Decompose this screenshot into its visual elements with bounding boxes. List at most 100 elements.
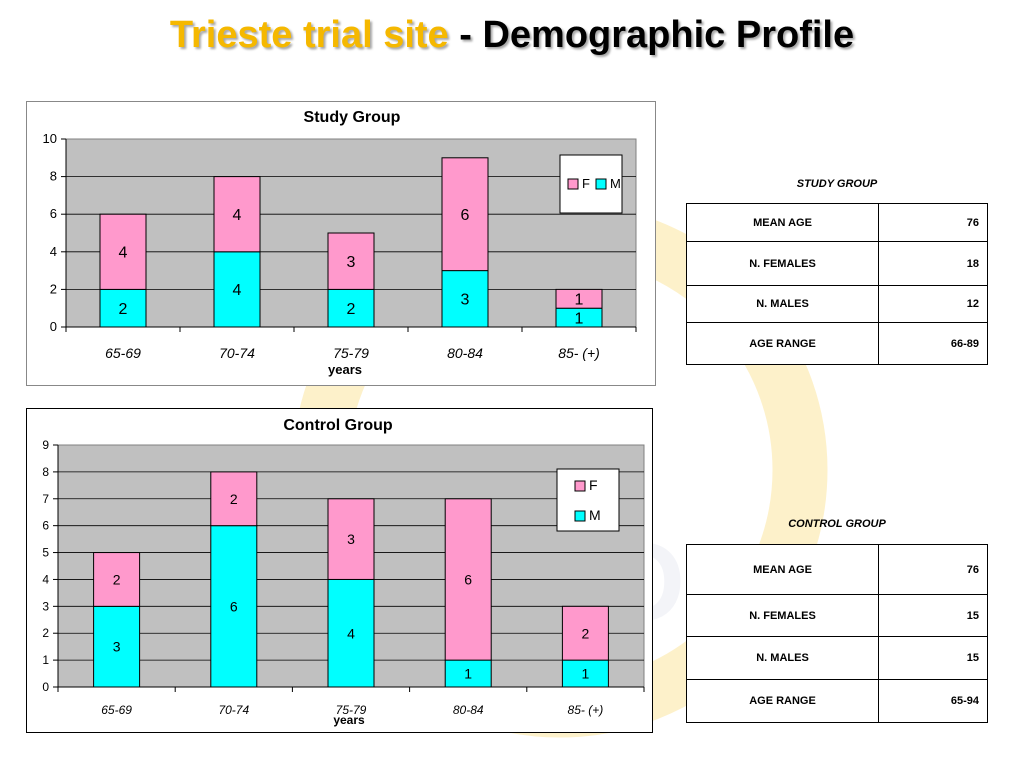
study-table-caption: STUDY GROUP — [796, 178, 878, 190]
data-label: 1 — [575, 292, 584, 309]
y-tick-label: 9 — [42, 438, 49, 452]
bar-m — [561, 659, 609, 688]
data-label: 3 — [113, 639, 121, 655]
title-separator: - — [448, 14, 483, 56]
chart-title: Study Group — [304, 109, 401, 126]
x-tick-label: 80-84 — [447, 345, 483, 361]
bar-m — [441, 270, 489, 328]
stat-value: 66-89 — [878, 322, 988, 365]
data-label: 1 — [464, 666, 472, 682]
bar-f — [561, 605, 609, 661]
data-label: 6 — [230, 598, 238, 614]
study-group-chart-svg: Study Group 0 2 4 6 8 10 2 4 65-69 4 4 70-74 2 3 75-79 3… — [26, 101, 656, 386]
stat-label: N. MALES — [686, 636, 879, 680]
x-tick-label: 65-69 — [101, 703, 132, 717]
y-tick-label: 0 — [50, 319, 57, 334]
bar-f — [555, 288, 603, 309]
x-tick-label: 70-74 — [219, 345, 255, 361]
stat-label: MEAN AGE — [686, 203, 879, 242]
study-stats-table: MEAN AGE 76 N. FEMALES 18 N. MALES 12 AG… — [686, 203, 988, 365]
data-label: 3 — [347, 531, 355, 547]
data-label: 4 — [233, 207, 242, 224]
stat-value: 15 — [878, 594, 988, 637]
legend-label: M — [589, 507, 601, 523]
stat-label: MEAN AGE — [686, 544, 879, 595]
x-tick-label: 75-79 — [333, 345, 369, 361]
bar-f — [327, 498, 375, 580]
legend-swatch-f — [574, 480, 586, 492]
control-stats-table: MEAN AGE 76 N. FEMALES 15 N. MALES 15 AG… — [686, 544, 988, 723]
legend-swatch-m — [595, 178, 607, 190]
table-row: AGE RANGE 65-94 — [686, 679, 988, 723]
legend-label: F — [582, 176, 590, 191]
bar-f — [444, 498, 492, 661]
legend-box — [556, 468, 620, 532]
stat-label: AGE RANGE — [686, 322, 879, 365]
legend-label: M — [610, 176, 621, 191]
bar-m — [93, 605, 141, 688]
stat-value: 12 — [878, 285, 988, 323]
bar-f — [327, 232, 375, 290]
y-tick-label: 3 — [42, 599, 49, 613]
control-table-caption: CONTROL GROUP — [788, 518, 886, 530]
legend-label: F — [589, 477, 598, 493]
table-row: N. FEMALES 15 — [686, 594, 988, 637]
y-tick-label: 8 — [42, 465, 49, 479]
stat-label: N. FEMALES — [686, 594, 879, 637]
title-subject: Demographic Profile — [482, 14, 855, 56]
x-tick-label: 85- (+) — [558, 345, 600, 361]
bar-f — [99, 213, 147, 290]
y-tick-label: 1 — [42, 653, 49, 667]
y-tick-label: 7 — [42, 492, 49, 506]
stat-label: AGE RANGE — [686, 679, 879, 723]
data-label: 3 — [461, 292, 470, 309]
stat-label: N. FEMALES — [686, 241, 879, 286]
chart-title: Control Group — [283, 417, 393, 434]
control-group-chart-svg: Control Group 0 1 2 3 4 5 6 7 8 9 3 2 65-69 6 2 70-74 4 3 7… — [26, 408, 653, 733]
data-label: 6 — [464, 571, 472, 587]
data-label: 2 — [582, 625, 590, 641]
data-label: 1 — [575, 310, 584, 327]
stat-value: 15 — [878, 636, 988, 680]
y-tick-label: 2 — [42, 626, 49, 640]
stat-label: N. MALES — [686, 285, 879, 323]
study-group-chart: Study Group 0 2 4 6 8 10 2 4 65-69 4 4 70-74 2 3 75-79 3… — [26, 101, 656, 386]
table-row: N. MALES 15 — [686, 636, 988, 680]
bar-m — [327, 578, 375, 688]
data-label: 4 — [347, 625, 355, 641]
data-label: 2 — [119, 301, 128, 318]
legend-swatch-m — [574, 510, 586, 522]
page-title: Trieste trial site - Demographic Profile — [0, 14, 1024, 57]
title-site: Trieste trial site — [169, 14, 449, 56]
x-tick-label: 75-79 — [336, 703, 367, 717]
stat-value: 65-94 — [878, 679, 988, 723]
stat-value: 18 — [878, 241, 988, 286]
x-tick-label: 80-84 — [453, 703, 484, 717]
bar-m — [213, 251, 261, 328]
y-tick-label: 4 — [50, 244, 57, 259]
stat-value: 76 — [878, 203, 988, 242]
x-axis-label: years — [328, 362, 362, 377]
data-label: 4 — [233, 282, 242, 299]
y-tick-label: 4 — [42, 572, 49, 586]
bar-f — [441, 157, 489, 272]
table-row: N. MALES 12 — [686, 285, 988, 323]
x-axis-label: years — [333, 713, 365, 727]
bar-f — [210, 471, 258, 527]
data-label: 1 — [582, 666, 590, 682]
data-label: 2 — [347, 301, 356, 318]
data-label: 2 — [230, 491, 238, 507]
bar-f — [213, 176, 261, 253]
table-row: MEAN AGE 76 — [686, 203, 988, 242]
y-tick-label: 0 — [42, 680, 49, 694]
data-label: 2 — [113, 571, 121, 587]
y-tick-label: 6 — [42, 519, 49, 533]
stat-value: 76 — [878, 544, 988, 595]
table-row: N. FEMALES 18 — [686, 241, 988, 286]
data-label: 6 — [461, 207, 470, 224]
table-row: MEAN AGE 76 — [686, 544, 988, 595]
table-row: AGE RANGE 66-89 — [686, 322, 988, 365]
y-tick-label: 2 — [50, 281, 57, 296]
x-tick-label: 65-69 — [105, 345, 141, 361]
y-tick-label: 10 — [43, 131, 57, 146]
